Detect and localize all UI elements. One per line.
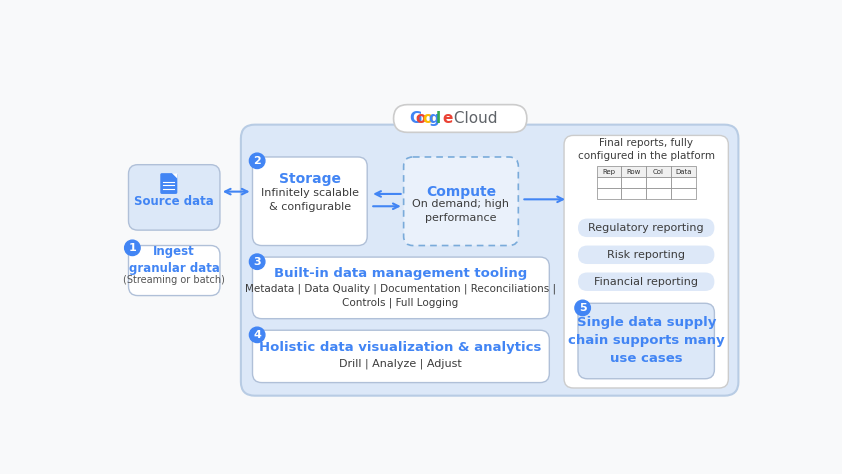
Text: Built-in data management tooling: Built-in data management tooling — [274, 267, 527, 280]
FancyBboxPatch shape — [241, 125, 738, 396]
FancyBboxPatch shape — [253, 157, 367, 246]
Text: 3: 3 — [253, 257, 261, 267]
Text: g: g — [429, 111, 440, 126]
Text: Regulatory reporting: Regulatory reporting — [589, 223, 704, 233]
Circle shape — [249, 327, 265, 343]
FancyBboxPatch shape — [578, 246, 714, 264]
Circle shape — [125, 240, 140, 255]
Bar — [621, 188, 646, 199]
Text: Holistic data visualization & analytics: Holistic data visualization & analytics — [259, 341, 541, 354]
Bar — [621, 177, 646, 188]
FancyBboxPatch shape — [129, 246, 220, 296]
Text: Cloud: Cloud — [450, 111, 498, 126]
Text: Single data supply
chain supports many
use cases: Single data supply chain supports many u… — [568, 316, 724, 365]
FancyBboxPatch shape — [253, 257, 549, 319]
Text: Row: Row — [626, 169, 641, 174]
Polygon shape — [172, 173, 178, 179]
Text: Drill | Analyze | Adjust: Drill | Analyze | Adjust — [339, 358, 462, 369]
Bar — [671, 188, 695, 199]
Text: Rep: Rep — [603, 169, 616, 174]
Text: o: o — [416, 111, 426, 126]
Bar — [621, 166, 646, 177]
Text: G: G — [409, 111, 422, 126]
FancyBboxPatch shape — [578, 303, 714, 379]
Text: Ingest
granular data: Ingest granular data — [129, 245, 220, 275]
Circle shape — [249, 153, 265, 169]
Text: Storage: Storage — [279, 172, 341, 185]
FancyBboxPatch shape — [578, 273, 714, 291]
Bar — [597, 166, 621, 177]
Bar — [597, 188, 621, 199]
FancyBboxPatch shape — [393, 105, 527, 132]
FancyBboxPatch shape — [578, 219, 714, 237]
Text: Infinitely scalable
& configurable: Infinitely scalable & configurable — [261, 188, 359, 212]
Text: On demand; high
performance: On demand; high performance — [413, 199, 509, 223]
Text: 5: 5 — [578, 303, 587, 313]
Circle shape — [575, 300, 590, 316]
Text: e: e — [442, 111, 452, 126]
Text: Financial reporting: Financial reporting — [594, 277, 698, 287]
Bar — [646, 166, 671, 177]
Circle shape — [249, 254, 265, 269]
Text: Col: Col — [653, 169, 664, 174]
Text: (Streaming or batch): (Streaming or batch) — [123, 275, 225, 285]
Text: Metadata | Data Quality | Documentation | Reconciliations |
Controls | Full Logg: Metadata | Data Quality | Documentation … — [245, 283, 556, 308]
FancyBboxPatch shape — [403, 157, 519, 246]
FancyBboxPatch shape — [160, 173, 178, 194]
Text: Final reports, fully
configured in the platform: Final reports, fully configured in the p… — [578, 137, 715, 161]
Bar — [646, 188, 671, 199]
Text: Compute: Compute — [426, 185, 496, 199]
Text: o: o — [422, 111, 433, 126]
Bar — [597, 177, 621, 188]
Bar — [646, 177, 671, 188]
FancyBboxPatch shape — [129, 164, 220, 230]
Text: Data: Data — [675, 169, 691, 174]
FancyBboxPatch shape — [564, 136, 728, 388]
FancyBboxPatch shape — [253, 330, 549, 383]
Text: l: l — [435, 111, 440, 126]
Bar — [671, 166, 695, 177]
Text: 1: 1 — [129, 243, 136, 253]
Text: 2: 2 — [253, 156, 261, 166]
Bar — [671, 177, 695, 188]
Text: 4: 4 — [253, 330, 261, 340]
Text: Source data: Source data — [135, 195, 214, 208]
Text: Risk reporting: Risk reporting — [607, 250, 685, 260]
